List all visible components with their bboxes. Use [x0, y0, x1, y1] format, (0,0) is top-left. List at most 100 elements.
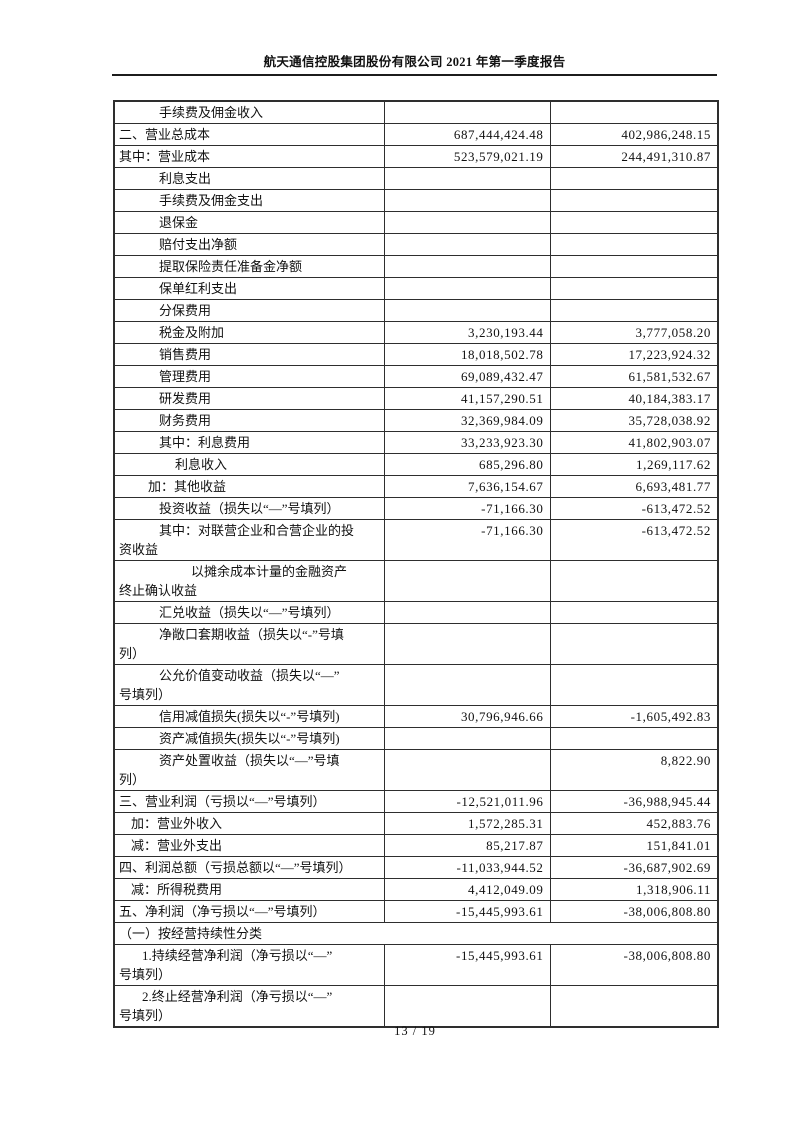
page-header-title: 航天通信控股集团股份有限公司 2021 年第一季度报告 [263, 55, 566, 69]
row-value-col1: -71,166.30 [383, 497, 551, 520]
row-value-col2: -38,006,808.80 [549, 900, 719, 923]
table-row: 以摊余成本计量的金融资产 终止确认收益 [113, 560, 719, 602]
row-value-col2 [549, 255, 719, 278]
row-value-col1 [383, 167, 551, 190]
row-value-col1: 7,636,154.67 [383, 475, 551, 498]
row-value-col1: 30,796,946.66 [383, 705, 551, 728]
row-value-col1 [383, 189, 551, 212]
table-row: （一）按经营持续性分类 [113, 922, 719, 945]
row-label: 赔付支出净额 [113, 233, 385, 256]
row-label: 管理费用 [113, 365, 385, 388]
table-row: 资产处置收益（损失以“—”号填 列） 8,822.90 [113, 749, 719, 791]
row-label: 加：其他收益 [113, 475, 385, 498]
row-label: 研发费用 [113, 387, 385, 410]
table-row: 利息支出 [113, 167, 719, 190]
table-row: 资产减值损失(损失以“-”号填列) [113, 727, 719, 750]
row-value-col1: 685,296.80 [383, 453, 551, 476]
row-label: 税金及附加 [113, 321, 385, 344]
table-row: 投资收益（损失以“—”号填列） -71,166.30 -613,472.52 [113, 497, 719, 520]
row-value-col1: 687,444,424.48 [383, 123, 551, 146]
row-value-col2 [549, 167, 719, 190]
row-value-col2: 6,693,481.77 [549, 475, 719, 498]
row-value-col1: 3,230,193.44 [383, 321, 551, 344]
row-value-col1: 41,157,290.51 [383, 387, 551, 410]
row-value-col2: 1,269,117.62 [549, 453, 719, 476]
row-value-col1: -11,033,944.52 [383, 856, 551, 879]
row-label: 减：所得税费用 [113, 878, 385, 901]
row-value-col2 [549, 727, 719, 750]
row-label: 保单红利支出 [113, 277, 385, 300]
income-statement-table: 手续费及佣金收入 二、营业总成本 687,444,424.48 402,986,… [113, 100, 719, 1028]
row-label: 分保费用 [113, 299, 385, 322]
row-value-col1 [383, 749, 551, 791]
row-value-col2: -38,006,808.80 [549, 944, 719, 986]
table-row: 销售费用 18,018,502.78 17,223,924.32 [113, 343, 719, 366]
row-value-col1: 4,412,049.09 [383, 878, 551, 901]
row-label: 加：营业外收入 [113, 812, 385, 835]
row-label: 提取保险责任准备金净额 [113, 255, 385, 278]
row-label: 2.终止经营净利润（净亏损以“—” 号填列） [113, 985, 385, 1028]
row-value-col2: -36,687,902.69 [549, 856, 719, 879]
row-value-col1 [383, 727, 551, 750]
row-value-col2: 452,883.76 [549, 812, 719, 835]
row-label: 二、营业总成本 [113, 123, 385, 146]
row-value-col1 [383, 299, 551, 322]
row-value-col2: 3,777,058.20 [549, 321, 719, 344]
table-row: 汇兑收益（损失以“—”号填列） [113, 601, 719, 624]
row-label-section: （一）按经营持续性分类 [113, 922, 719, 945]
table-row: 手续费及佣金收入 [113, 100, 719, 124]
row-value-col2 [549, 560, 719, 602]
page-number: 13 / 19 [394, 1024, 436, 1038]
row-value-col1: 32,369,984.09 [383, 409, 551, 432]
row-value-col1: 1,572,285.31 [383, 812, 551, 835]
row-value-col2: 8,822.90 [549, 749, 719, 791]
row-label: 以摊余成本计量的金融资产 终止确认收益 [113, 560, 385, 602]
row-label: 利息支出 [113, 167, 385, 190]
table-row: 加：其他收益 7,636,154.67 6,693,481.77 [113, 475, 719, 498]
table-row: 公允价值变动收益（损失以“—” 号填列） [113, 664, 719, 706]
table-row: 税金及附加 3,230,193.44 3,777,058.20 [113, 321, 719, 344]
row-label: 退保金 [113, 211, 385, 234]
row-value-col2 [549, 189, 719, 212]
table-row: 净敞口套期收益（损失以“-”号填 列） [113, 623, 719, 665]
table-row: 减：营业外支出 85,217.87 151,841.01 [113, 834, 719, 857]
row-value-col2 [549, 211, 719, 234]
row-value-col1: 33,233,923.30 [383, 431, 551, 454]
row-value-col1 [383, 277, 551, 300]
row-label: 其中：对联营企业和合营企业的投 资收益 [113, 519, 385, 561]
row-label: 投资收益（损失以“—”号填列） [113, 497, 385, 520]
table-row: 四、利润总额（亏损总额以“—”号填列） -11,033,944.52 -36,6… [113, 856, 719, 879]
row-value-col1: 18,018,502.78 [383, 343, 551, 366]
row-value-col1: -71,166.30 [383, 519, 551, 561]
row-label: 减：营业外支出 [113, 834, 385, 857]
row-value-col2: 244,491,310.87 [549, 145, 719, 168]
row-value-col2: -613,472.52 [549, 519, 719, 561]
table-row: 利息收入 685,296.80 1,269,117.62 [113, 453, 719, 476]
row-value-col2 [549, 623, 719, 665]
row-value-col2: -613,472.52 [549, 497, 719, 520]
table-row: 赔付支出净额 [113, 233, 719, 256]
table-row: 2.终止经营净利润（净亏损以“—” 号填列） [113, 985, 719, 1028]
table-row: 分保费用 [113, 299, 719, 322]
row-label: 净敞口套期收益（损失以“-”号填 列） [113, 623, 385, 665]
row-label: 汇兑收益（损失以“—”号填列） [113, 601, 385, 624]
row-value-col2: 402,986,248.15 [549, 123, 719, 146]
row-value-col2: 61,581,532.67 [549, 365, 719, 388]
row-value-col1 [383, 560, 551, 602]
row-label: 四、利润总额（亏损总额以“—”号填列） [113, 856, 385, 879]
row-value-col1: 85,217.87 [383, 834, 551, 857]
table-row: 其中：对联营企业和合营企业的投 资收益 -71,166.30 -613,472.… [113, 519, 719, 561]
table-row: 其中：营业成本 523,579,021.19 244,491,310.87 [113, 145, 719, 168]
header-divider [112, 74, 717, 76]
row-value-col2 [549, 100, 719, 124]
row-value-col1: -15,445,993.61 [383, 900, 551, 923]
row-value-col2 [549, 664, 719, 706]
row-value-col2: 17,223,924.32 [549, 343, 719, 366]
row-label: 三、营业利润（亏损以“—”号填列） [113, 790, 385, 813]
row-value-col2: 151,841.01 [549, 834, 719, 857]
table-row: 管理费用 69,089,432.47 61,581,532.67 [113, 365, 719, 388]
row-value-col1: -12,521,011.96 [383, 790, 551, 813]
table-row: 手续费及佣金支出 [113, 189, 719, 212]
row-label: 资产减值损失(损失以“-”号填列) [113, 727, 385, 750]
